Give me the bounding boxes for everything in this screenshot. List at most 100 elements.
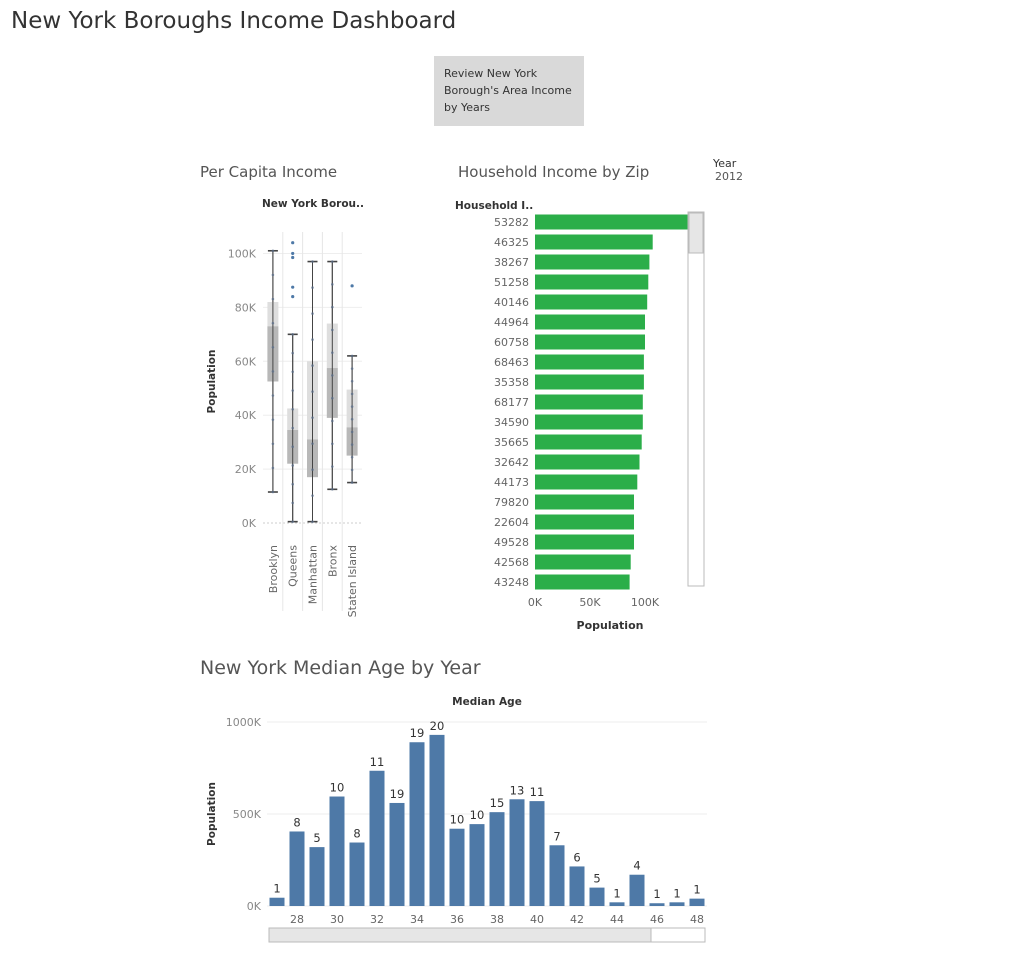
vbar-bar [269,897,285,906]
vbar-data-label: 10 [450,813,465,827]
box-category-label: Queens [287,545,300,587]
box-data-point [291,501,294,505]
per-capita-box-plot: New York Borou.. Population 0K 20K 40K 60K 80K… [206,198,364,617]
per-capita-income-title: Per Capita Income [200,163,338,181]
box-data-point [331,328,334,332]
vbar-x-tick-label: 30 [330,913,344,926]
box-data-point [311,338,314,341]
box-data-point [271,345,275,349]
hbar-bar [535,394,643,410]
hbar-category-label: 46325 [494,236,529,249]
vbar-y-tick-label: 0K [247,900,262,913]
vbar-bar [409,742,425,906]
box-data-point [291,407,294,411]
hbar-x-tick-label: 0K [528,596,543,609]
box-data-point [291,445,294,449]
hbar-category-label: 53282 [494,216,529,229]
box-data-point [350,367,354,370]
review-income-button[interactable]: Review New York Borough's Area Income by… [434,56,584,126]
hbar-bar [535,434,642,450]
hbar-category-label: 22604 [494,516,529,529]
hbar-category-label: 44964 [494,316,529,329]
box-data-point [311,364,314,367]
vbar-bar [669,902,685,906]
vbar-x-tick-label: 48 [690,913,704,926]
hbar-bar [535,334,645,350]
box-data-point [291,520,294,523]
box-data-point [271,370,275,373]
vbar-bar [289,831,305,906]
box-data-point [271,466,275,470]
vbar-data-label: 1 [273,882,280,896]
box-data-point [271,273,275,277]
box-data-point [331,488,334,491]
box-data-point [350,354,354,358]
vbar-bar [569,866,585,906]
box-data-point [291,333,294,336]
hbar-bar [535,514,634,530]
box-data-point [350,481,354,484]
box-category-label: Manhattan [307,545,320,604]
vbar-x-tick-label: 42 [570,913,584,926]
vbar-bar [529,801,545,906]
hbar-category-label: 34590 [494,416,529,429]
box-data-point [291,370,294,374]
vbar-data-label: 11 [370,755,385,769]
box-data-point [311,468,314,471]
vbar-x-tick-label: 28 [290,913,304,926]
vbar-data-label: 13 [510,783,525,797]
vbar-data-label: 1 [653,887,660,901]
vbar-data-label: 19 [410,726,425,740]
box-outlier-point [291,255,295,260]
vbar-data-label: 20 [430,719,445,733]
box-y-tick-label: 60K [235,355,257,368]
box-data-point [271,297,275,301]
box-data-point [331,442,334,446]
vbar-y-tick-label: 1000K [226,716,262,729]
hbar-bar [535,414,643,430]
hbar-bar [535,534,634,550]
vbar-bar [689,898,705,906]
hbar-category-label: 68463 [494,356,529,369]
box-data-point [331,419,334,423]
box-data-point [271,418,275,421]
box-data-point [271,394,275,397]
hbar-bar [535,354,644,370]
hbar-category-label: 44173 [494,476,529,489]
vbar-scrollbar-thumb[interactable] [268,927,652,943]
vbar-bar [389,802,405,906]
vbar-data-label: 11 [530,785,545,799]
hbar-x-tick-label: 100K [631,596,660,609]
vbar-data-label: 7 [553,829,560,843]
vbar-data-label: 10 [330,781,345,795]
box-data-point [311,520,314,523]
box-y-tick-label: 0K [242,517,257,530]
hbar-category-label: 38267 [494,256,529,269]
hbar-bar [535,274,649,290]
hbar-bar [535,214,693,230]
box-data-point [350,443,354,446]
box-data-point [331,351,334,354]
vbar-y-axis-label: Population [206,782,218,846]
hbar-bar [535,574,630,590]
box-header: New York Borou.. [262,198,364,210]
hbar-category-label: 35665 [494,436,529,449]
hbar-scrollbar-track[interactable] [687,211,705,587]
hbar-header: Household I.. [455,200,533,212]
vbar-data-label: 1 [613,886,620,900]
hbar-category-label: 60758 [494,336,529,349]
vbar-bar [449,828,465,906]
box-data-point [271,321,275,325]
vbar-bar [429,734,445,906]
box-data-point [350,430,354,434]
vbar-bar [609,902,625,906]
box-data-point [350,417,354,421]
vbar-data-label: 5 [313,831,320,845]
vbar-data-label: 8 [293,815,300,829]
vbar-data-label: 6 [573,850,580,864]
vbar-data-label: 4 [633,859,640,873]
year-filter[interactable]: Year 2012 [713,157,743,183]
year-filter-value[interactable]: 2012 [715,170,743,183]
box-data-point [291,464,294,467]
hbar-scrollbar-thumb[interactable] [688,212,704,254]
